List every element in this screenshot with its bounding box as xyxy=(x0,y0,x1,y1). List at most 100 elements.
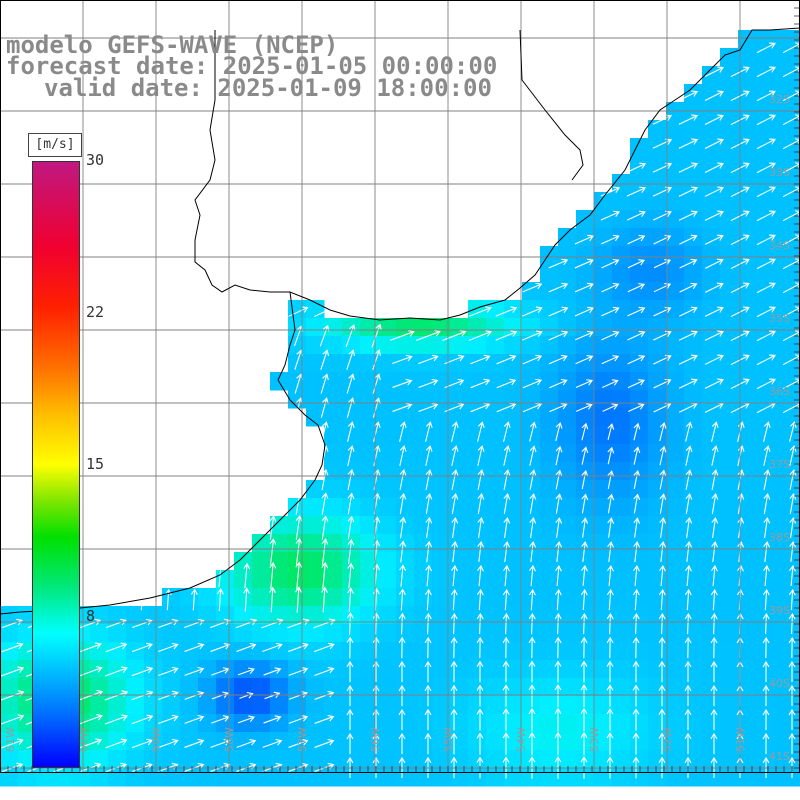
wind-arrow xyxy=(710,708,718,731)
wind-arrow xyxy=(451,469,459,490)
wind-speed-cell xyxy=(666,732,685,751)
wind-arrow xyxy=(763,421,771,442)
wind-arrow xyxy=(627,306,646,317)
wind-speed-cell xyxy=(630,156,649,175)
wind-speed-cell xyxy=(612,390,631,409)
wind-speed-cell xyxy=(756,480,775,499)
wind-speed-cell xyxy=(342,336,361,355)
wind-speed-cell xyxy=(414,750,433,769)
wind-speed-cell xyxy=(396,660,415,679)
wind-speed-cell xyxy=(612,300,631,319)
wind-speed-cell xyxy=(630,714,649,733)
wind-speed-cell xyxy=(396,552,415,571)
wind-arrow xyxy=(451,516,459,539)
wind-speed-cell xyxy=(612,768,631,787)
wind-speed-cell xyxy=(792,426,800,445)
wind-arrow xyxy=(104,666,128,677)
wind-speed-cell xyxy=(198,588,217,607)
wind-speed-cell xyxy=(792,696,800,715)
wind-speed-cell xyxy=(180,750,199,769)
wind-speed-cell xyxy=(630,246,649,265)
wind-speed-cell xyxy=(468,732,487,751)
wind-speed-cell xyxy=(378,372,397,391)
wind-speed-cell xyxy=(702,480,721,499)
wind-speed-cell xyxy=(666,192,685,211)
wind-speed-cell xyxy=(342,768,361,787)
wind-speed-cell xyxy=(666,660,685,679)
wind-speed-cell xyxy=(702,534,721,553)
wind-speed-cell xyxy=(774,642,793,661)
wind-speed-cell xyxy=(522,642,541,661)
wind-speed-cell xyxy=(630,516,649,535)
wind-speed-cell xyxy=(126,660,145,679)
wind-arrow xyxy=(398,660,406,683)
wind-speed-cell xyxy=(0,606,19,625)
longitude-label: 57W xyxy=(296,727,309,752)
wind-arrow xyxy=(756,210,776,222)
wind-speed-cell xyxy=(378,552,397,571)
wind-arrow xyxy=(782,354,800,366)
wind-speed-cell xyxy=(594,696,613,715)
wind-speed-cell xyxy=(702,732,721,751)
wind-speed-cell xyxy=(432,750,451,769)
wind-speed-cell xyxy=(558,732,577,751)
wind-arrow xyxy=(313,618,336,629)
wind-speed-cell xyxy=(342,570,361,589)
wind-speed-cell xyxy=(342,426,361,445)
wind-arrow xyxy=(158,642,179,653)
wind-arrow xyxy=(522,282,543,293)
wind-speed-cell xyxy=(342,480,361,499)
wind-speed-cell xyxy=(630,480,649,499)
wind-arrow xyxy=(788,612,796,635)
wind-arrow xyxy=(711,493,719,514)
colorbar-tick-label: 8 xyxy=(86,607,96,625)
wind-arrow xyxy=(711,517,719,539)
wind-speed-cell xyxy=(558,444,577,463)
wind-speed-cell xyxy=(234,642,253,661)
wind-speed-cell xyxy=(630,588,649,607)
wind-speed-cell xyxy=(180,714,199,733)
latitude-label: 41S xyxy=(769,750,790,763)
wind-arrow xyxy=(574,330,594,341)
latitude-label: 39S xyxy=(769,604,790,617)
wind-speed-cell xyxy=(666,696,685,715)
wind-speed-cell xyxy=(414,354,433,373)
wind-arrow xyxy=(476,732,484,755)
wind-speed-cell xyxy=(720,642,739,661)
wind-speed-cell xyxy=(360,534,379,553)
wind-speed-cell xyxy=(774,408,793,427)
wind-speed-cell xyxy=(666,120,685,139)
wind-speed-cell xyxy=(576,732,595,751)
wind-arrow xyxy=(372,708,380,731)
wind-arrow xyxy=(502,660,510,683)
wind-speed-cell xyxy=(324,390,343,409)
wind-speed-cell xyxy=(648,426,667,445)
wind-speed-cell xyxy=(756,732,775,751)
wind-speed-cell xyxy=(648,264,667,283)
wind-speed-cell xyxy=(450,588,469,607)
wind-speed-cell xyxy=(576,408,595,427)
wind-speed-cell xyxy=(486,516,505,535)
wind-speed-cell xyxy=(792,444,800,463)
wind-arrow xyxy=(503,564,510,587)
wind-speed-cell xyxy=(702,408,721,427)
wind-speed-cell xyxy=(576,282,595,301)
wind-speed-cell xyxy=(666,768,685,787)
wind-speed-cell xyxy=(396,732,415,751)
wind-speed-cell xyxy=(666,534,685,553)
wind-arrow xyxy=(451,493,459,515)
wind-speed-cell xyxy=(630,408,649,427)
wind-speed-cell xyxy=(738,246,757,265)
wind-speed-cell xyxy=(648,588,667,607)
wind-arrow xyxy=(450,588,458,611)
wind-arrow xyxy=(425,445,433,466)
wind-speed-cell xyxy=(540,246,559,265)
wind-speed-cell xyxy=(522,516,541,535)
wind-speed-cell xyxy=(702,336,721,355)
wind-arrow xyxy=(658,636,666,659)
wind-arrow xyxy=(626,210,646,221)
wind-speed-cell xyxy=(432,318,451,337)
wind-speed-cell xyxy=(540,768,559,787)
wind-arrow xyxy=(763,516,771,539)
wind-speed-cell xyxy=(774,48,793,67)
